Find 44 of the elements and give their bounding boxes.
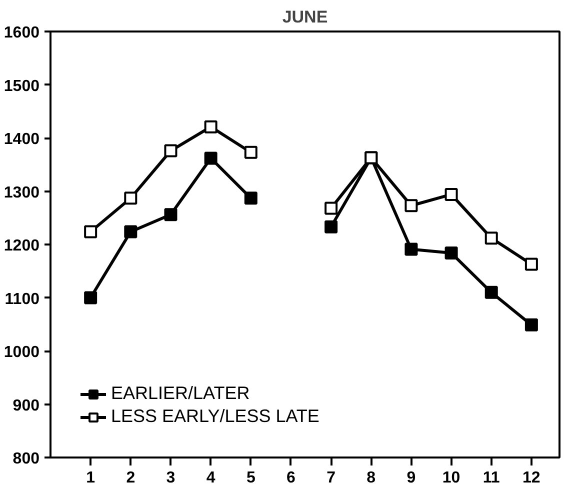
- point: [84, 225, 98, 238]
- x-tick-label: 7: [326, 470, 336, 486]
- point: [124, 192, 138, 205]
- x-tick-label: 2: [126, 470, 136, 486]
- y-tick-label: 900: [12, 397, 40, 414]
- x-tick-label: 5: [246, 470, 256, 486]
- point: [444, 188, 458, 201]
- point: [244, 146, 258, 159]
- y-tick-label: 1000: [4, 344, 40, 361]
- point: [204, 120, 218, 134]
- point: [404, 242, 418, 256]
- x-tick-label: 4: [206, 470, 216, 486]
- legend-label: LESS EARLY/LESS LATE: [111, 406, 320, 427]
- point: [204, 152, 218, 165]
- point: [164, 208, 178, 222]
- x-tick-label: 1: [86, 470, 96, 486]
- point: [324, 220, 338, 234]
- y-tick-label: 1400: [4, 131, 40, 148]
- x-tick-label: 10: [442, 470, 460, 486]
- point: [404, 199, 418, 212]
- x-tick-label: 9: [406, 470, 416, 486]
- y-tick-label: 1200: [4, 238, 40, 254]
- x-tick-label: 6: [286, 470, 296, 486]
- legend-label: EARLIER/LATER: [111, 383, 250, 404]
- point: [324, 202, 338, 215]
- point: [444, 246, 458, 260]
- x-tick-label: 8: [366, 470, 376, 486]
- point: [84, 291, 98, 304]
- point: [524, 318, 538, 332]
- point: [484, 286, 498, 299]
- y-tick-label: 1300: [4, 184, 40, 202]
- y-tick-label: 800: [12, 450, 40, 468]
- x-tick-label: 3: [166, 470, 176, 486]
- y-tick-label: 1500: [4, 78, 40, 95]
- x-tick-label: 11: [482, 470, 500, 486]
- point: [124, 225, 138, 238]
- y-tick-label: 1100: [4, 290, 40, 308]
- y-tick-label: 1600: [4, 24, 40, 42]
- point: [244, 192, 258, 205]
- chart-title: JUNE: [282, 8, 328, 26]
- point: [164, 144, 178, 158]
- point: [524, 258, 538, 271]
- point: [484, 232, 498, 245]
- x-tick-label: 12: [522, 470, 540, 486]
